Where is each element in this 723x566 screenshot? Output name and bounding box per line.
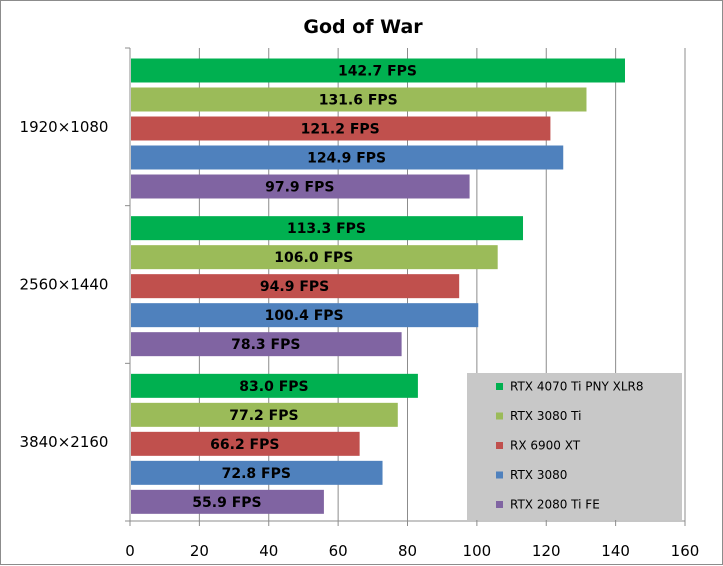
legend-entry: RX 6900 XT bbox=[510, 439, 581, 453]
bar-value-label: 97.9 FPS bbox=[265, 180, 334, 196]
bar-value-label: 72.8 FPS bbox=[222, 466, 291, 482]
bars: 142.7 FPS 131.6 FPS 121.2 FPS 124.9 FPS 97.9… bbox=[131, 58, 625, 514]
x-tick-label: 40 bbox=[259, 542, 278, 560]
x-tick-label: 0 bbox=[125, 542, 135, 560]
x-tick-label: 120 bbox=[532, 542, 561, 560]
bar-value-label: 113.3 FPS bbox=[287, 221, 366, 237]
category-label: 3840×2160 bbox=[20, 433, 109, 451]
x-tick-label: 160 bbox=[671, 542, 700, 560]
category-label: 2560×1440 bbox=[20, 276, 109, 294]
bar-value-label: 66.2 FPS bbox=[210, 437, 279, 453]
bar bbox=[131, 303, 479, 328]
bar bbox=[131, 145, 564, 170]
bar-value-label: 124.9 FPS bbox=[307, 151, 386, 167]
bar bbox=[131, 245, 498, 270]
bar bbox=[131, 274, 460, 299]
bar bbox=[131, 332, 402, 357]
bar bbox=[131, 174, 470, 199]
legend-swatch bbox=[496, 383, 503, 390]
x-tick-label: 140 bbox=[601, 542, 630, 560]
bar bbox=[131, 116, 551, 141]
bar-value-label: 100.4 FPS bbox=[265, 308, 344, 324]
bar bbox=[131, 460, 383, 485]
bar-value-label: 77.2 FPS bbox=[229, 408, 298, 424]
legend: RTX 4070 Ti PNY XLR8 RTX 3080 Ti RX 6900 X… bbox=[467, 373, 682, 520]
legend-swatch bbox=[496, 442, 503, 449]
category-label: 1920×1080 bbox=[20, 118, 109, 136]
chart-title: God of War bbox=[303, 16, 423, 38]
bar bbox=[131, 431, 360, 456]
bar-value-label: 55.9 FPS bbox=[192, 495, 261, 511]
axes: 0 20 40 60 80 100 120 140 160 1920×1080 2560×1440 3… bbox=[20, 47, 700, 560]
bar bbox=[131, 58, 625, 83]
bar-value-label: 121.2 FPS bbox=[301, 122, 380, 138]
bar bbox=[131, 373, 418, 398]
bar bbox=[131, 87, 587, 112]
legend-swatch bbox=[496, 501, 503, 508]
bar-value-label: 78.3 FPS bbox=[231, 337, 300, 353]
bar-value-label: 131.6 FPS bbox=[319, 93, 398, 109]
bar bbox=[131, 489, 324, 514]
legend-entry: RTX 2080 Ti FE bbox=[510, 498, 600, 512]
x-tick-label: 80 bbox=[398, 542, 417, 560]
legend-swatch bbox=[496, 471, 503, 479]
bar-value-label: 83.0 FPS bbox=[239, 379, 308, 395]
bar-value-label: 94.9 FPS bbox=[260, 279, 329, 295]
legend-entry: RTX 4070 Ti PNY XLR8 bbox=[510, 380, 644, 394]
bar-value-label: 142.7 FPS bbox=[338, 64, 417, 80]
x-tick-label: 100 bbox=[463, 542, 492, 560]
legend-swatch bbox=[496, 412, 503, 420]
bar bbox=[131, 402, 398, 427]
bar bbox=[131, 216, 524, 241]
bar-value-label: 106.0 FPS bbox=[274, 250, 353, 266]
x-tick-label: 20 bbox=[190, 542, 209, 560]
x-tick-label: 60 bbox=[329, 542, 348, 560]
legend-entry: RTX 3080 Ti bbox=[510, 409, 581, 423]
legend-entry: RTX 3080 bbox=[510, 468, 567, 482]
